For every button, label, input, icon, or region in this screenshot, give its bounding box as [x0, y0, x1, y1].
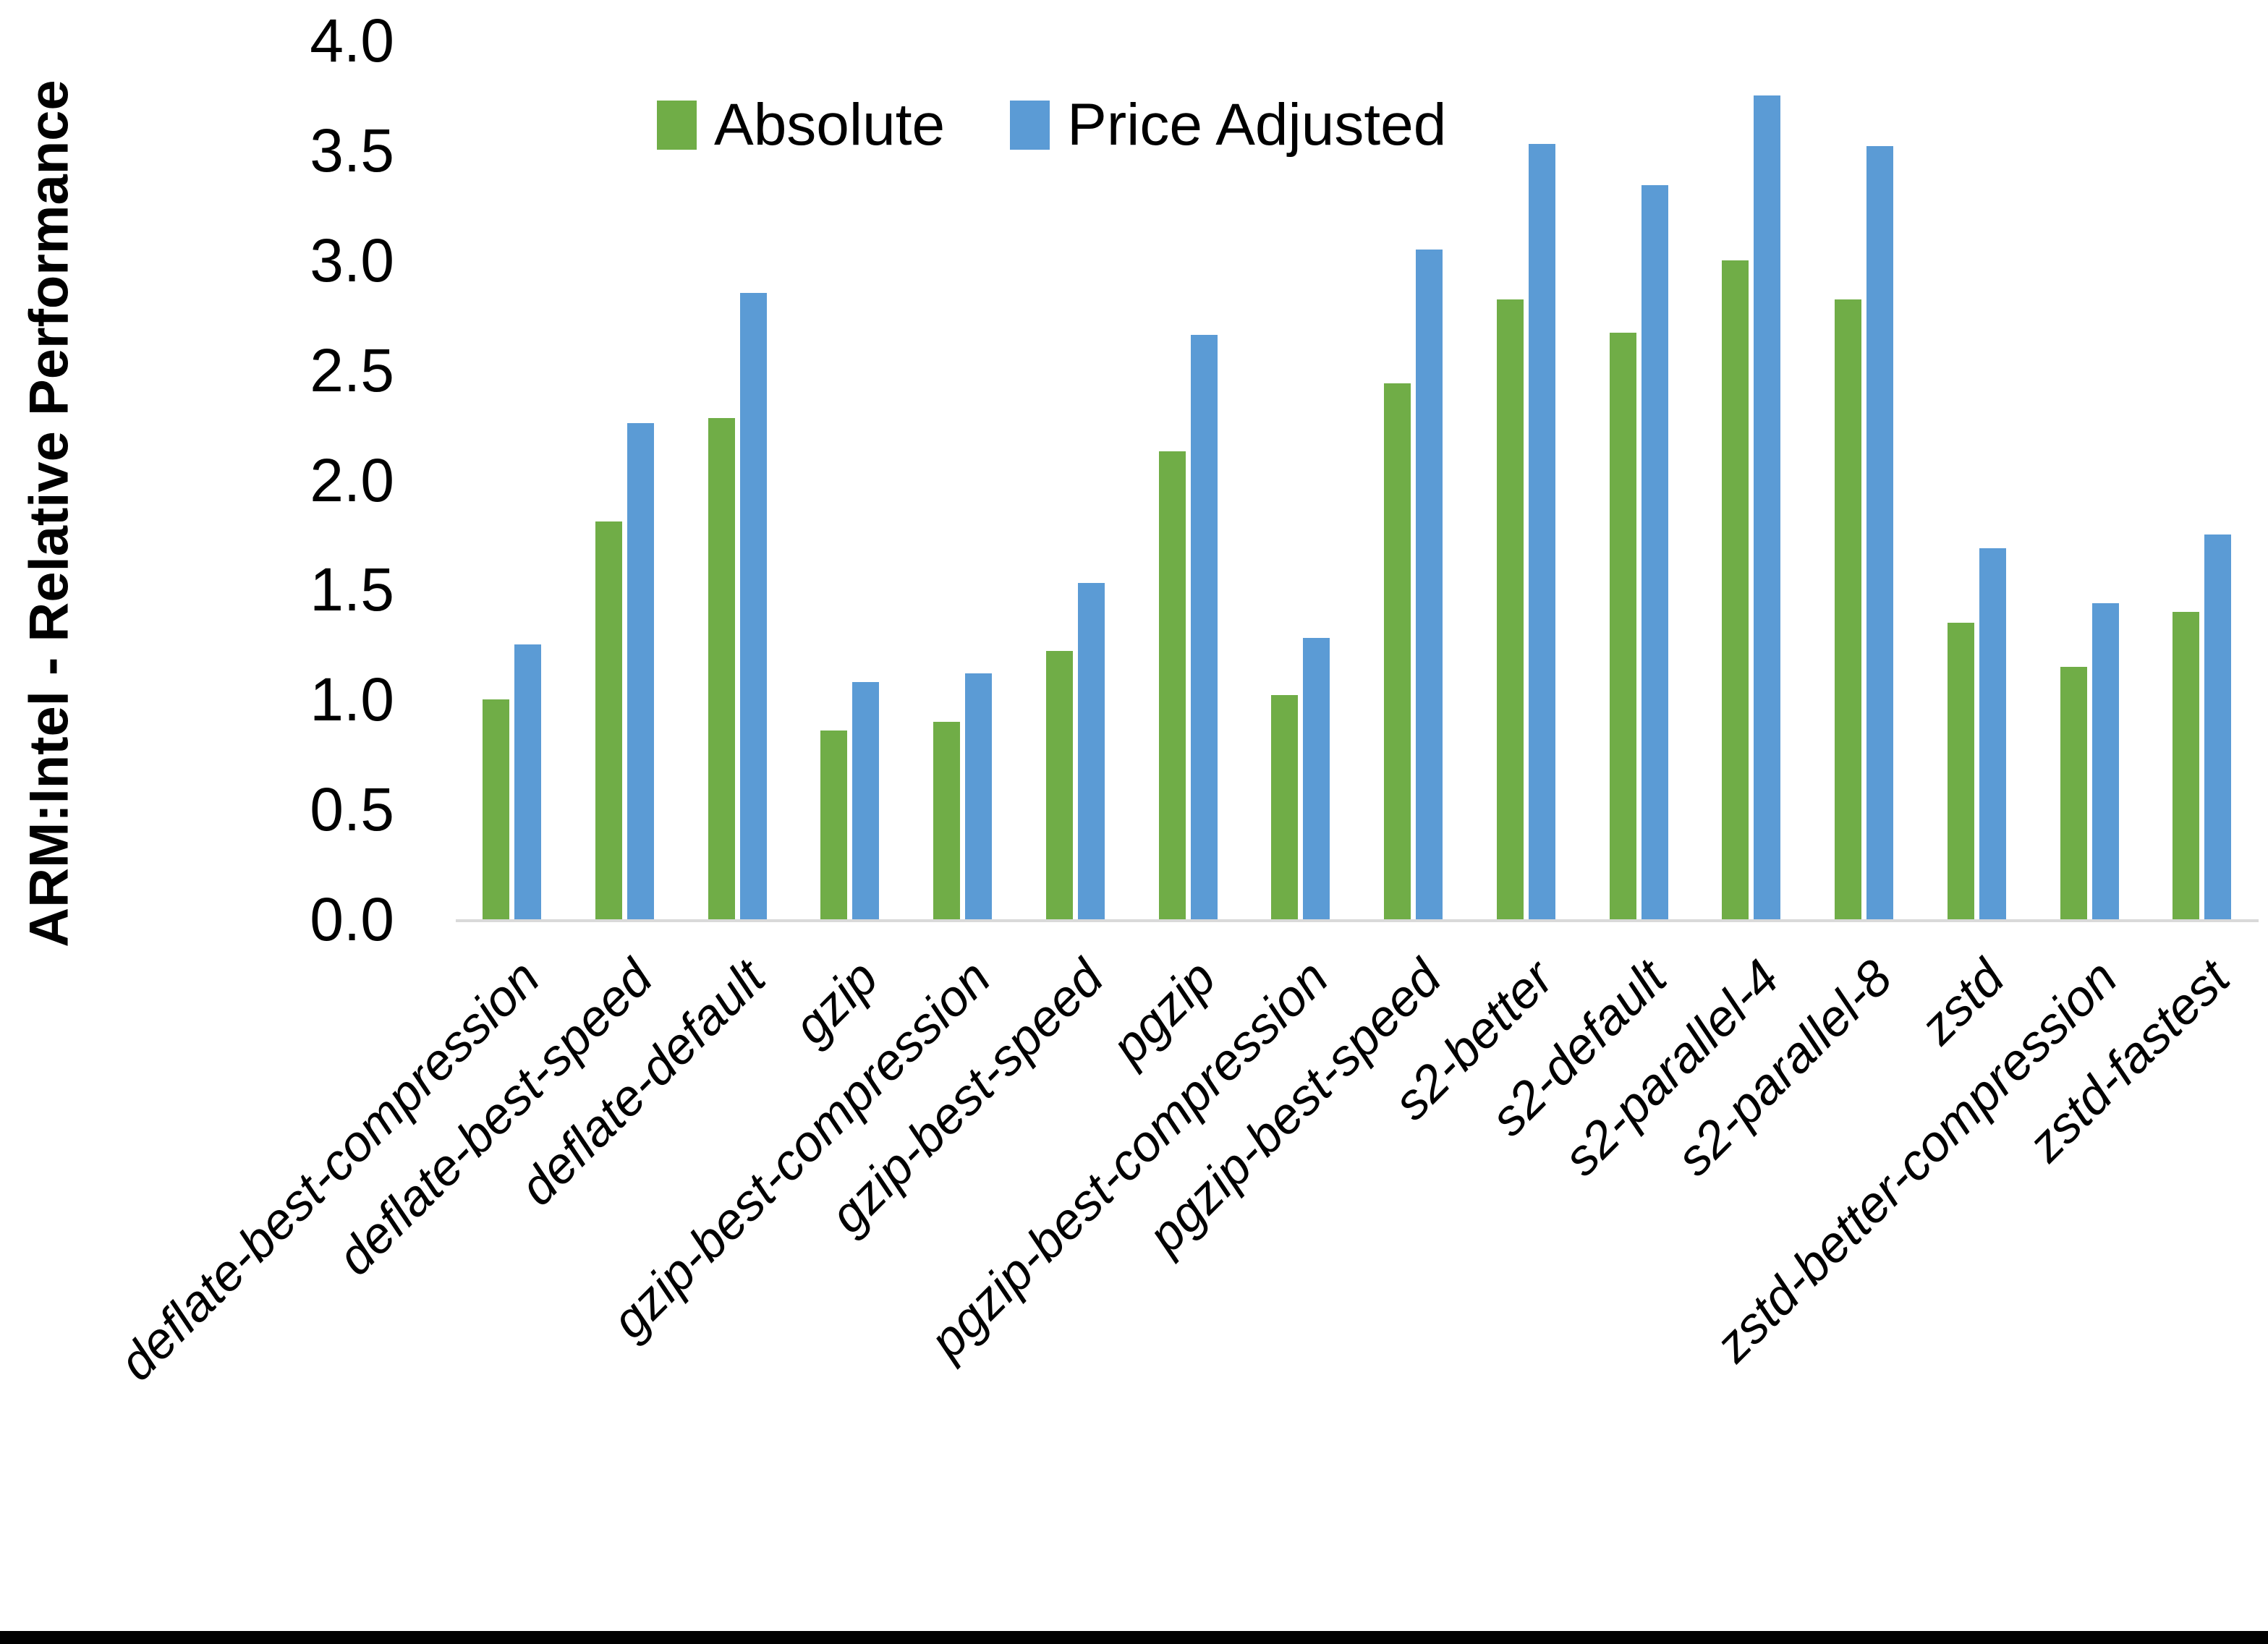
bar-absolute-gzip-best-compression	[933, 722, 960, 919]
bar-price-adjusted-deflate-default	[740, 293, 767, 919]
bar-absolute-pgzip	[1159, 451, 1186, 919]
legend-item-price-adjusted: Price Adjusted	[1010, 95, 1446, 155]
legend-swatch-absolute	[657, 101, 697, 150]
bar-absolute-s2-default	[1610, 333, 1636, 919]
x-tick-label-deflate-best-compression: deflate-best-compression	[108, 949, 551, 1392]
y-tick-label: 2.0	[310, 446, 394, 514]
bar-price-adjusted-s2-better	[1529, 144, 1555, 919]
bar-price-adjusted-gzip	[852, 682, 879, 919]
y-tick-label: 4.0	[310, 7, 394, 74]
y-tick-label: 2.5	[310, 336, 394, 404]
bar-price-adjusted-pgzip-best-speed	[1416, 250, 1443, 919]
y-tick-label: 1.5	[310, 555, 394, 624]
legend-item-absolute: Absolute	[657, 95, 945, 155]
y-tick-label: 1.0	[310, 665, 394, 734]
x-axis-line	[456, 919, 2259, 922]
bar-absolute-s2-parallel-8	[1835, 299, 1861, 919]
bar-absolute-zstd	[1948, 623, 1974, 919]
bar-price-adjusted-s2-parallel-8	[1866, 146, 1893, 919]
bar-absolute-s2-better	[1497, 299, 1524, 919]
bar-price-adjusted-deflate-best-compression	[514, 644, 541, 919]
bar-absolute-s2-parallel-4	[1722, 260, 1749, 919]
y-tick-label: 0.0	[310, 885, 394, 953]
bar-price-adjusted-deflate-best-speed	[627, 423, 654, 919]
bar-absolute-deflate-default	[708, 418, 735, 919]
y-tick-label: 3.0	[310, 226, 394, 294]
bar-price-adjusted-pgzip	[1191, 335, 1218, 919]
bar-price-adjusted-gzip-best-speed	[1078, 583, 1105, 919]
legend-swatch-price-adjusted	[1010, 101, 1050, 150]
legend: Absolute Price Adjusted	[657, 95, 1446, 155]
bar-price-adjusted-gzip-best-compression	[965, 673, 992, 919]
bar-price-adjusted-s2-parallel-4	[1754, 95, 1780, 919]
bar-price-adjusted-zstd	[1979, 548, 2006, 919]
bar-absolute-gzip-best-speed	[1046, 651, 1073, 919]
y-tick-label: 3.5	[310, 116, 394, 184]
bar-absolute-pgzip-best-speed	[1384, 383, 1411, 919]
bar-price-adjusted-pgzip-best-compression	[1303, 638, 1330, 919]
bar-price-adjusted-s2-default	[1641, 185, 1668, 919]
bar-absolute-zstd-fastest	[2173, 612, 2199, 919]
bar-price-adjusted-zstd-better-compression	[2092, 603, 2119, 919]
bar-absolute-deflate-best-compression	[483, 699, 509, 919]
bottom-border	[0, 1631, 2268, 1644]
bar-absolute-pgzip-best-compression	[1271, 695, 1298, 919]
legend-label-absolute: Absolute	[714, 92, 946, 158]
y-tick-label: 0.5	[310, 775, 394, 844]
bar-absolute-deflate-best-speed	[595, 521, 622, 919]
legend-label-price-adjusted: Price Adjusted	[1067, 92, 1447, 158]
bar-absolute-zstd-better-compression	[2060, 667, 2087, 919]
bar-absolute-gzip	[820, 731, 847, 919]
bar-price-adjusted-zstd-fastest	[2204, 534, 2231, 919]
